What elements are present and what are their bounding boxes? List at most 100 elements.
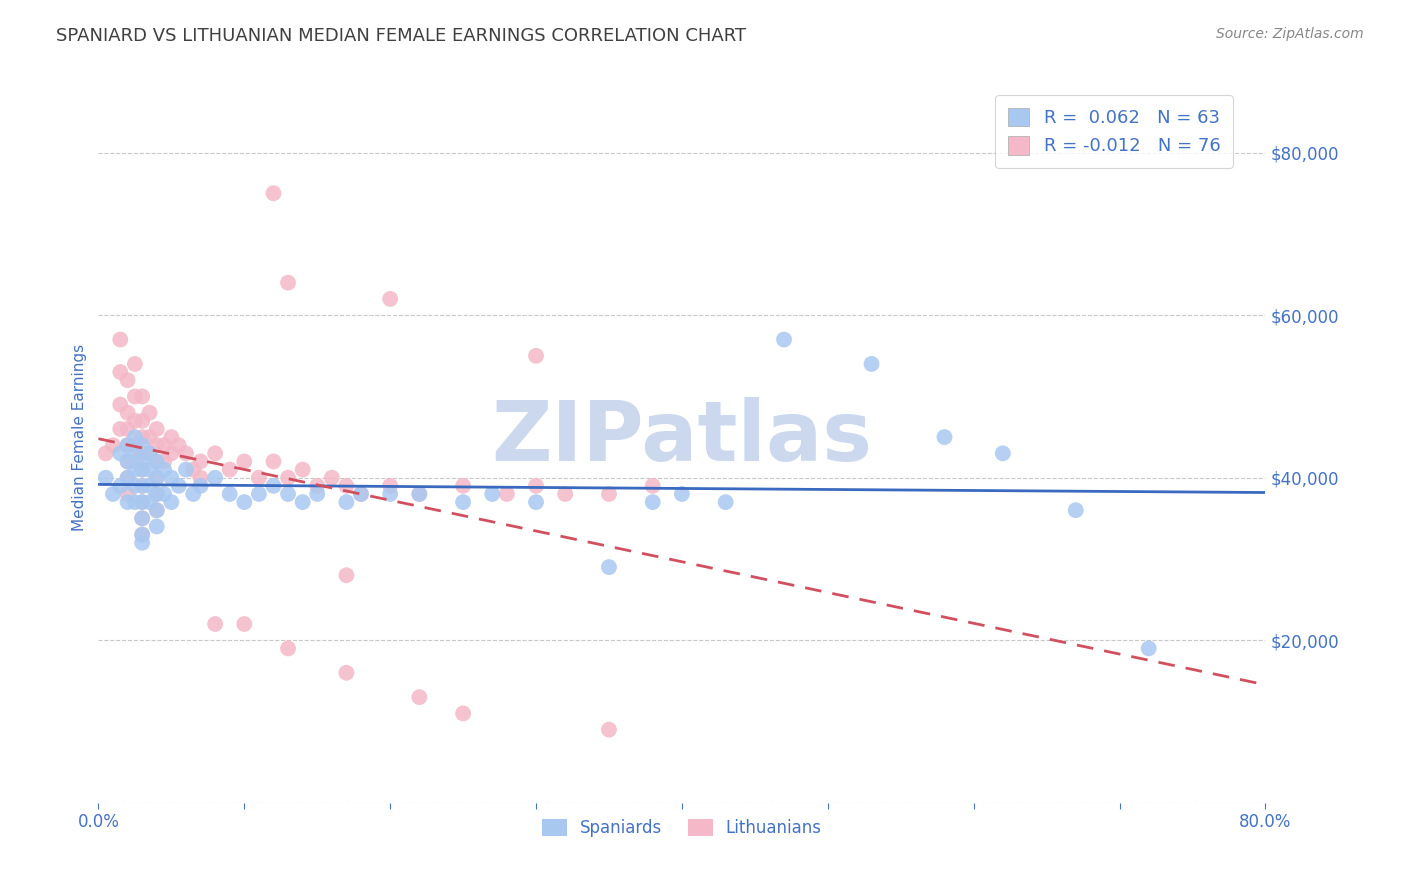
Point bbox=[146, 471, 169, 485]
Point bbox=[146, 519, 169, 533]
Point bbox=[94, 471, 117, 485]
Point bbox=[153, 454, 176, 468]
Point bbox=[496, 487, 519, 501]
Point bbox=[131, 430, 153, 444]
Point bbox=[117, 438, 139, 452]
Point bbox=[160, 495, 183, 509]
Point bbox=[262, 186, 284, 201]
Point bbox=[117, 406, 139, 420]
Point bbox=[101, 438, 124, 452]
Point bbox=[124, 479, 146, 493]
Point bbox=[190, 454, 212, 468]
Point bbox=[262, 454, 284, 468]
Point bbox=[641, 479, 664, 493]
Text: Source: ZipAtlas.com: Source: ZipAtlas.com bbox=[1216, 27, 1364, 41]
Point bbox=[101, 487, 124, 501]
Text: SPANIARD VS LITHUANIAN MEDIAN FEMALE EARNINGS CORRELATION CHART: SPANIARD VS LITHUANIAN MEDIAN FEMALE EAR… bbox=[56, 27, 747, 45]
Point bbox=[277, 641, 299, 656]
Point bbox=[773, 333, 796, 347]
Point bbox=[131, 462, 153, 476]
Point bbox=[117, 454, 139, 468]
Point bbox=[131, 495, 153, 509]
Point bbox=[380, 479, 402, 493]
Point bbox=[233, 495, 256, 509]
Point bbox=[991, 446, 1014, 460]
Point bbox=[335, 665, 357, 680]
Point bbox=[94, 446, 117, 460]
Point bbox=[671, 487, 693, 501]
Point bbox=[131, 462, 153, 476]
Point bbox=[138, 446, 160, 460]
Point bbox=[262, 479, 284, 493]
Point bbox=[181, 487, 204, 501]
Point bbox=[138, 479, 160, 493]
Point bbox=[335, 568, 357, 582]
Point bbox=[247, 471, 270, 485]
Point bbox=[934, 430, 956, 444]
Text: ZIPatlas: ZIPatlas bbox=[492, 397, 872, 477]
Point bbox=[117, 454, 139, 468]
Point bbox=[247, 487, 270, 501]
Point bbox=[714, 495, 737, 509]
Point bbox=[160, 471, 183, 485]
Point bbox=[117, 471, 139, 485]
Point bbox=[117, 422, 139, 436]
Point bbox=[117, 373, 139, 387]
Point bbox=[146, 422, 169, 436]
Point bbox=[218, 462, 240, 476]
Point bbox=[451, 706, 474, 721]
Point bbox=[350, 487, 373, 501]
Point bbox=[110, 333, 132, 347]
Point bbox=[321, 471, 343, 485]
Point bbox=[146, 503, 169, 517]
Y-axis label: Median Female Earnings: Median Female Earnings bbox=[72, 343, 87, 531]
Point bbox=[138, 495, 160, 509]
Point bbox=[204, 446, 226, 460]
Point bbox=[190, 479, 212, 493]
Point bbox=[481, 487, 503, 501]
Point bbox=[131, 535, 153, 549]
Legend: Spaniards, Lithuanians: Spaniards, Lithuanians bbox=[534, 811, 830, 846]
Point bbox=[277, 276, 299, 290]
Point bbox=[131, 389, 153, 403]
Point bbox=[641, 495, 664, 509]
Point bbox=[233, 617, 256, 632]
Point bbox=[277, 487, 299, 501]
Point bbox=[181, 462, 204, 476]
Point bbox=[131, 454, 153, 468]
Point bbox=[138, 446, 160, 460]
Point bbox=[277, 471, 299, 485]
Point bbox=[124, 495, 146, 509]
Point bbox=[131, 446, 153, 460]
Point bbox=[110, 398, 132, 412]
Point bbox=[307, 479, 329, 493]
Point bbox=[153, 438, 176, 452]
Point bbox=[598, 723, 620, 737]
Point bbox=[146, 454, 169, 468]
Point bbox=[110, 479, 132, 493]
Point bbox=[131, 479, 153, 493]
Point bbox=[131, 438, 153, 452]
Point bbox=[124, 438, 146, 452]
Point bbox=[146, 503, 169, 517]
Point bbox=[117, 438, 139, 452]
Point bbox=[153, 487, 176, 501]
Point bbox=[380, 487, 402, 501]
Point bbox=[190, 471, 212, 485]
Point bbox=[138, 462, 160, 476]
Point bbox=[408, 487, 430, 501]
Point bbox=[110, 422, 132, 436]
Point bbox=[554, 487, 576, 501]
Point bbox=[131, 414, 153, 428]
Point bbox=[524, 479, 547, 493]
Point bbox=[124, 389, 146, 403]
Point bbox=[117, 487, 139, 501]
Point bbox=[131, 527, 153, 541]
Point bbox=[124, 414, 146, 428]
Point bbox=[174, 462, 197, 476]
Point bbox=[117, 495, 139, 509]
Point bbox=[124, 462, 146, 476]
Point bbox=[1064, 503, 1087, 517]
Point bbox=[131, 511, 153, 525]
Point bbox=[124, 430, 146, 444]
